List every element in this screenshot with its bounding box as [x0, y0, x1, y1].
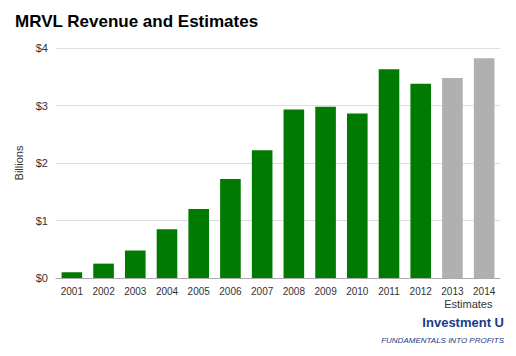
svg-text:2008: 2008 [283, 286, 306, 297]
svg-text:$0: $0 [36, 272, 48, 284]
svg-text:$3: $3 [36, 100, 48, 112]
svg-text:2014: 2014 [473, 286, 496, 297]
svg-text:2007: 2007 [251, 286, 274, 297]
svg-text:2005: 2005 [188, 286, 211, 297]
svg-text:2010: 2010 [346, 286, 369, 297]
svg-text:FUNDAMENTALS INTO PROFITS: FUNDAMENTALS INTO PROFITS [381, 336, 504, 345]
svg-text:2013: 2013 [441, 286, 464, 297]
svg-text:MRVL Revenue and Estimates: MRVL Revenue and Estimates [15, 12, 258, 31]
svg-text:Investment U: Investment U [422, 315, 504, 330]
svg-text:2011: 2011 [378, 286, 400, 297]
svg-text:2006: 2006 [219, 286, 242, 297]
svg-text:2001: 2001 [61, 286, 84, 297]
svg-text:$1: $1 [36, 215, 48, 227]
svg-text:Billions: Billions [13, 145, 25, 180]
svg-text:Estimates: Estimates [444, 298, 493, 310]
svg-text:2002: 2002 [92, 286, 115, 297]
svg-text:$4: $4 [36, 42, 48, 54]
svg-text:2003: 2003 [124, 286, 147, 297]
svg-text:2009: 2009 [314, 286, 337, 297]
svg-text:2004: 2004 [156, 286, 179, 297]
svg-text:$2: $2 [36, 157, 48, 169]
svg-text:2012: 2012 [410, 286, 433, 297]
